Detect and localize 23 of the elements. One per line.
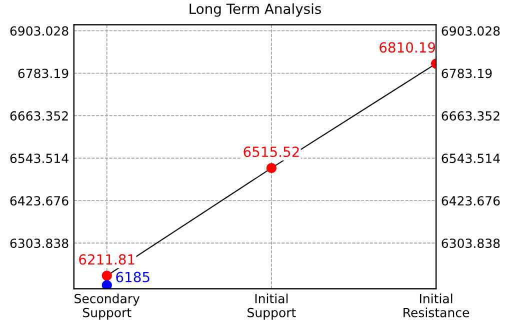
y-tick-label: 6303.838: [10, 238, 68, 248]
y2-tick-label: 6903.028: [442, 26, 500, 36]
y2-tick-label: 6423.676: [442, 196, 500, 206]
y2-tick-label: 6543.514: [442, 154, 500, 164]
y-tick-label: 6783.19: [18, 68, 68, 78]
y-tick-label: 6423.676: [10, 196, 68, 206]
chart-title: Long Term Analysis: [190, 3, 321, 17]
data-label: 6185: [116, 272, 150, 282]
point: [266, 162, 277, 174]
data-label: 6810.19: [380, 42, 436, 53]
x-tick-label: Secondary Support: [74, 294, 140, 320]
y-tick-label: 6663.352: [10, 111, 68, 121]
x-tick-label: Initial Support: [248, 294, 296, 320]
y-tick-label: 6543.514: [10, 154, 68, 164]
y2-tick-label: 6303.838: [442, 238, 500, 248]
x-tick-label: Initial Resistance: [404, 294, 470, 318]
y2-tick-label: 6783.19: [442, 68, 492, 78]
y-tick-label: 6903.028: [10, 26, 68, 36]
point: [102, 280, 112, 289]
point: [102, 270, 112, 281]
data-label: 6515.52: [244, 146, 299, 158]
data-label: 6211.81: [79, 254, 134, 265]
y2-tick-label: 6663.352: [442, 111, 500, 121]
